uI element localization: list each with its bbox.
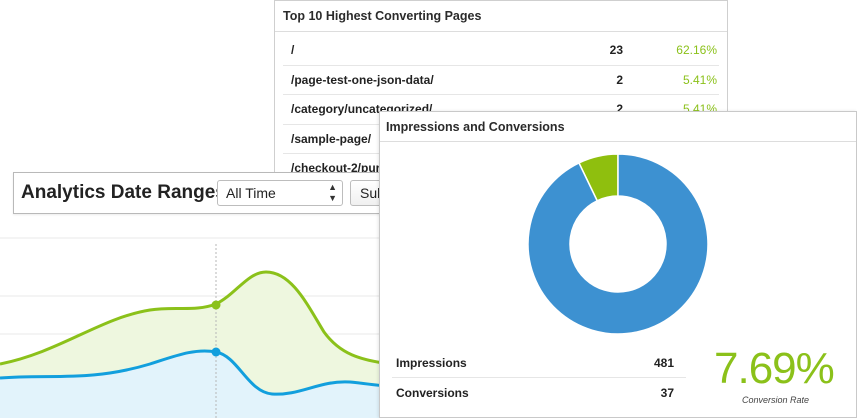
page-path: /page-test-one-json-data/	[291, 72, 434, 87]
top-pages-title: Top 10 Highest Converting Pages	[275, 1, 727, 32]
impressions-value: 481	[653, 356, 674, 370]
conversions-line	[0, 270, 390, 366]
page-path: /sample-page/	[291, 131, 372, 146]
conversion-rate: 62.16%	[676, 43, 717, 57]
table-row[interactable]: /checkout-2/purc	[283, 154, 719, 183]
table-row[interactable]: / 23 62.16%	[283, 36, 719, 66]
impressions-line	[0, 349, 390, 396]
page-path: /	[291, 43, 295, 57]
date-range-select[interactable]: All Time ▲ ▼	[217, 180, 343, 206]
analytics-line-chart	[0, 237, 390, 418]
conversions-value: 37	[660, 386, 674, 400]
impressions-area	[0, 350, 390, 418]
select-arrows-icon: ▲ ▼	[328, 182, 337, 203]
conversion-rate-value: 7.69%	[714, 344, 835, 393]
impressions-row: Impressions 481	[392, 349, 686, 378]
conversion-count: 2	[616, 72, 623, 87]
donut-slice-impressions[interactable]	[527, 153, 709, 335]
conversion-rate-caption: Conversion Rate	[742, 395, 810, 405]
impressions-label: Impressions	[396, 356, 467, 370]
conversion-rate: 5.41%	[682, 72, 717, 87]
conversion-count: 23	[609, 43, 623, 57]
conversion-count: 2	[616, 102, 623, 116]
impressions-donut-chart	[527, 153, 709, 335]
date-range-selected: All Time	[226, 185, 276, 201]
conversions-label: Conversions	[396, 386, 469, 400]
conversions-point[interactable]	[211, 300, 221, 310]
conversions-row: Conversions 37	[392, 379, 686, 407]
impressions-panel-title: Impressions and Conversions	[380, 112, 856, 142]
impressions-panel: Impressions and Conversions Impressions …	[379, 111, 857, 418]
date-range-title: Analytics Date Ranges	[21, 182, 226, 203]
date-range-bar: Analytics Date Ranges All Time ▲ ▼ Sub	[13, 172, 433, 214]
table-row[interactable]: /page-test-one-json-data/ 2 5.41%	[283, 66, 719, 95]
page-path: /checkout-2/purc	[291, 161, 388, 175]
impressions-point[interactable]	[211, 347, 221, 357]
